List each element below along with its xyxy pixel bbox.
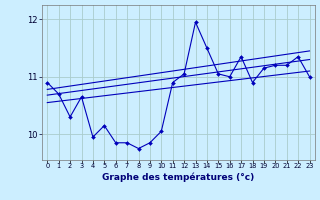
X-axis label: Graphe des températures (°c): Graphe des températures (°c) (102, 172, 254, 182)
